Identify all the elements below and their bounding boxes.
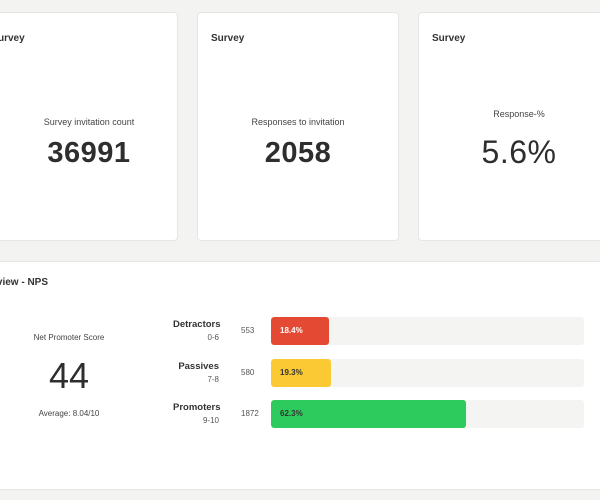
segment-name-detractors: Detractors bbox=[173, 319, 221, 330]
segment-name-passives: Passives bbox=[178, 361, 219, 372]
segment-range-promoters: 9-10 bbox=[202, 416, 219, 425]
segment-count-promoters: 1872 bbox=[241, 409, 259, 418]
segment-bar-track-promoters: 62.3% bbox=[271, 400, 584, 428]
kpi-value: 2058 bbox=[264, 137, 332, 169]
segment-percent-detractors: 18.4% bbox=[280, 326, 303, 335]
segment-bar-track-detractors: 18.4% bbox=[271, 317, 584, 345]
segment-bar-track-passives: 19.3% bbox=[271, 359, 584, 387]
segment-bar-fill-passives bbox=[271, 359, 332, 387]
kpi-value: 36991 bbox=[47, 137, 131, 169]
nps-score-label: Net Promoter Score bbox=[33, 333, 105, 342]
kpi-card-responses: Survey Responses to invitation 2058 bbox=[197, 12, 399, 241]
segment-count-detractors: 553 bbox=[241, 326, 255, 335]
card-title: Survey bbox=[432, 33, 466, 44]
card-title: Survey bbox=[211, 33, 245, 44]
kpi-value: 5.6% bbox=[481, 134, 557, 170]
segment-bar-fill-detractors bbox=[271, 317, 329, 345]
segment-bar-fill-promoters bbox=[271, 400, 466, 428]
kpi-label: Response-% bbox=[493, 109, 545, 119]
card-title: urvey bbox=[0, 33, 25, 44]
segment-range-detractors: 0-6 bbox=[207, 333, 219, 342]
nps-average: Average: 8.04/10 bbox=[38, 409, 100, 418]
nps-score-value: 44 bbox=[48, 355, 90, 396]
segment-range-passives: 7-8 bbox=[207, 375, 219, 384]
segment-count-passives: 580 bbox=[241, 368, 255, 377]
segment-percent-promoters: 62.3% bbox=[280, 409, 303, 418]
segment-percent-passives: 19.3% bbox=[280, 368, 303, 377]
segment-name-promoters: Promoters bbox=[173, 402, 221, 413]
kpi-card-invitations: urvey Survey invitation count 36991 bbox=[0, 12, 178, 241]
nps-overview-card: rview - NPS Net Promoter Score 44 Averag… bbox=[0, 261, 600, 490]
kpi-label: Survey invitation count bbox=[43, 117, 135, 127]
kpi-card-response-rate: Survey Response-% 5.6% bbox=[418, 12, 600, 241]
card-title: rview - NPS bbox=[0, 277, 49, 288]
kpi-label: Responses to invitation bbox=[251, 117, 345, 127]
